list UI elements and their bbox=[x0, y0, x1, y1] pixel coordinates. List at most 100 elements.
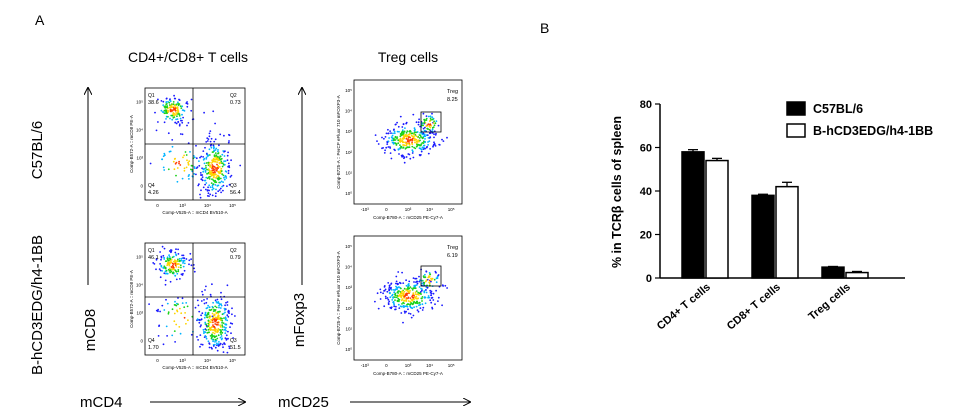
cell-dot bbox=[213, 146, 215, 148]
cell-dot bbox=[415, 145, 418, 148]
cell-dot bbox=[182, 272, 184, 275]
y-tick-label: 10¹ bbox=[345, 171, 352, 176]
cell-dot bbox=[428, 128, 431, 131]
cell-dot bbox=[225, 326, 227, 329]
cell-dot bbox=[402, 141, 405, 144]
cell-dot bbox=[420, 144, 422, 147]
cell-dot bbox=[211, 305, 214, 308]
cell-dot bbox=[401, 305, 403, 308]
cell-dot bbox=[393, 303, 395, 306]
cell-dot bbox=[420, 293, 422, 295]
cell-dot bbox=[208, 306, 211, 309]
cell-dot bbox=[391, 299, 394, 301]
mfoxp3-axis-label: mFoxp3 bbox=[291, 293, 308, 347]
cell-dot bbox=[209, 140, 212, 143]
cell-dot bbox=[212, 110, 215, 113]
cell-dot bbox=[222, 351, 225, 353]
cell-dot bbox=[415, 297, 418, 300]
cell-dot bbox=[433, 143, 436, 146]
cell-dot bbox=[164, 266, 167, 269]
cell-dot bbox=[170, 110, 172, 113]
cell-dot bbox=[422, 306, 425, 309]
cell-dot bbox=[227, 169, 230, 172]
cell-dot bbox=[212, 325, 215, 328]
cell-dot bbox=[218, 144, 220, 147]
cell-dot bbox=[210, 319, 213, 321]
cell-dot bbox=[220, 191, 222, 194]
cell-dot bbox=[396, 121, 398, 124]
cell-dot bbox=[173, 330, 176, 332]
cell-dot bbox=[429, 299, 432, 302]
cell-dot bbox=[207, 319, 210, 322]
cell-dot bbox=[387, 302, 390, 304]
cell-dot bbox=[181, 297, 184, 300]
cell-dot bbox=[206, 189, 209, 191]
cell-dot bbox=[395, 288, 398, 291]
cell-dot bbox=[409, 305, 411, 308]
cell-dot bbox=[219, 310, 221, 313]
cell-dot bbox=[202, 186, 205, 189]
cell-dot bbox=[190, 258, 192, 261]
cell-dot bbox=[203, 332, 205, 334]
cell-dot bbox=[425, 279, 428, 282]
cell-dot bbox=[220, 317, 222, 320]
cell-dot bbox=[211, 194, 214, 197]
cell-dot bbox=[396, 130, 399, 133]
cell-dot bbox=[205, 153, 208, 155]
cell-dot bbox=[227, 315, 230, 318]
cell-dot bbox=[212, 174, 215, 177]
cell-dot bbox=[384, 295, 387, 298]
cell-dot bbox=[166, 264, 169, 267]
cell-dot bbox=[208, 154, 211, 156]
cell-dot bbox=[212, 335, 215, 337]
cell-dot bbox=[174, 274, 177, 277]
cell-dot bbox=[214, 122, 216, 125]
cell-dot bbox=[162, 266, 165, 269]
q3-value: 56.4 bbox=[230, 190, 241, 196]
cell-dot bbox=[170, 109, 172, 112]
cell-dot bbox=[208, 309, 211, 311]
cell-dot bbox=[403, 297, 405, 299]
cell-dot bbox=[403, 287, 406, 290]
cell-dot bbox=[209, 186, 212, 189]
cell-dot bbox=[407, 153, 410, 155]
cell-dot bbox=[381, 147, 383, 150]
cell-dot bbox=[205, 182, 208, 184]
cell-dot bbox=[405, 300, 408, 302]
cell-dot bbox=[417, 297, 419, 300]
cell-dot bbox=[208, 161, 211, 164]
cell-dot bbox=[212, 340, 214, 343]
cell-dot bbox=[222, 181, 224, 183]
cell-dot bbox=[166, 256, 169, 259]
cell-dot bbox=[413, 281, 415, 283]
cell-dot bbox=[228, 134, 231, 137]
cell-dot bbox=[223, 176, 225, 179]
cell-dot bbox=[177, 270, 180, 273]
cell-dot bbox=[204, 169, 207, 172]
cell-dot bbox=[167, 168, 170, 171]
cell-dot bbox=[165, 118, 167, 120]
cell-dot bbox=[201, 174, 204, 176]
cell-dot bbox=[430, 301, 433, 304]
cell-dot bbox=[175, 323, 178, 326]
cell-dot bbox=[224, 332, 227, 335]
cell-dot bbox=[398, 153, 400, 155]
cell-dot bbox=[168, 254, 170, 257]
cell-dot bbox=[429, 289, 432, 292]
cell-dot bbox=[374, 300, 376, 303]
cell-dot bbox=[428, 279, 431, 282]
cell-dot bbox=[419, 303, 422, 306]
cell-dot bbox=[409, 289, 411, 292]
cell-dot bbox=[390, 306, 393, 309]
cell-dot bbox=[226, 319, 229, 322]
cell-dot bbox=[405, 131, 408, 134]
cell-dot bbox=[205, 156, 208, 159]
cell-dot bbox=[212, 324, 214, 326]
cell-dot bbox=[182, 262, 184, 264]
cell-dot bbox=[190, 168, 192, 171]
cell-dot bbox=[415, 284, 418, 286]
cell-dot bbox=[224, 337, 227, 340]
cell-dot bbox=[227, 309, 230, 312]
